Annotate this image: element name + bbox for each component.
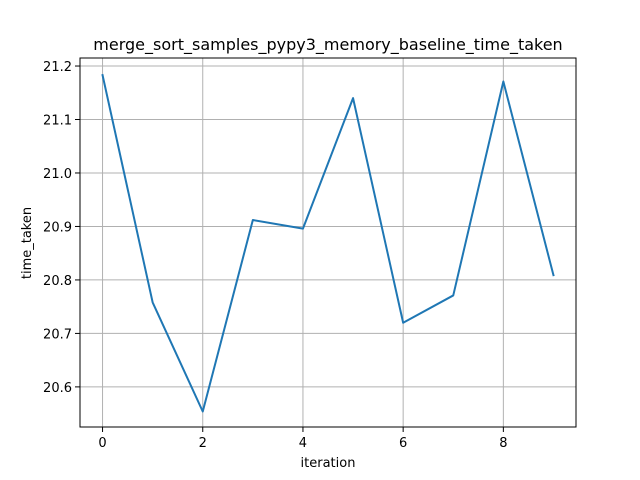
x-tick-label-0: 0 [98,436,106,451]
x-tick-label-1: 2 [199,436,207,451]
grid-layer [80,58,576,427]
axes-layer [79,57,577,428]
axes-frame [79,57,577,428]
x-tick-label-2: 4 [299,436,307,451]
x-tick-label-4: 8 [499,436,507,451]
y-tick-label-4: 21.0 [43,167,72,182]
series-line [101,73,555,413]
y-tick-label-0: 20.6 [43,381,72,396]
y-tick-label-1: 20.7 [43,327,72,342]
y-tick-label-6: 21.2 [43,60,72,75]
y-tick-label-2: 20.8 [43,274,72,289]
y-tick-label-5: 21.1 [43,114,72,129]
y-tick-label-3: 20.9 [43,220,72,235]
ticks-layer: 0 2 4 6 8 20.6 20.7 20.8 20.9 21.0 21.1 21.2 [43,60,507,451]
x-axis-label: iteration [301,456,356,471]
x-tick-label-3: 6 [399,436,407,451]
chart-title: merge_sort_samples_pypy3_memory_baseline… [93,35,562,55]
y-axis-label: time_taken [20,207,35,279]
line-layer [101,73,555,413]
